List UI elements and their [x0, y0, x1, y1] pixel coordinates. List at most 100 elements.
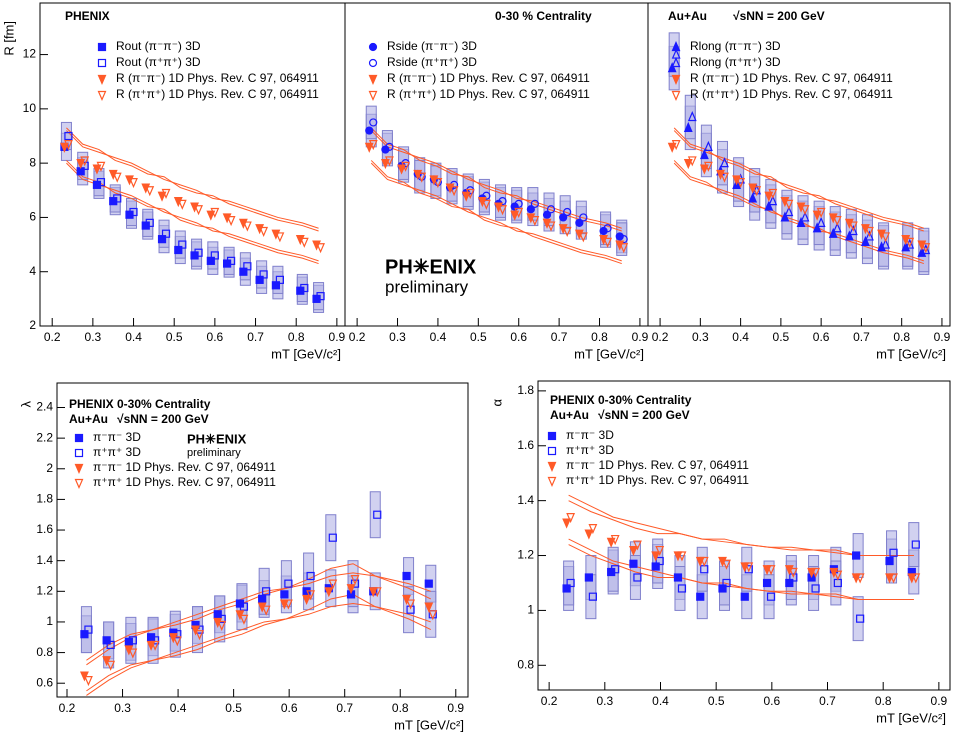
- marker: [316, 243, 325, 254]
- marker: [258, 594, 267, 604]
- marker: [346, 584, 356, 595]
- legend-label: R (π⁺π⁺) 1D Phys. Rev. C 97, 064911: [387, 87, 590, 101]
- panel: 0.2 0.3 0.4 0.5 0.6 0.7 0.8 0.9 2 4 6 8 10 12 mT [GeV/…: [1, 2, 346, 361]
- marker: [306, 590, 316, 601]
- marker: [606, 537, 616, 548]
- marker: [74, 478, 84, 489]
- marker: [865, 226, 874, 237]
- marker: [227, 256, 236, 265]
- marker: [449, 186, 459, 197]
- plot-frame: [537, 380, 951, 691]
- x-axis-label: mT [GeV/c²]: [574, 346, 644, 361]
- sys-band-edge: [673, 127, 924, 232]
- x-tick-label: 0.9: [447, 701, 464, 715]
- marker: [259, 270, 268, 279]
- marker: [881, 232, 890, 243]
- sys-box: [908, 522, 920, 568]
- y-tick-label: 1: [46, 614, 53, 628]
- y-tick-label: 1.4: [36, 553, 53, 567]
- y-axis-label: R [fm]: [1, 21, 16, 56]
- marker: [242, 221, 252, 232]
- marker: [677, 584, 687, 593]
- marker: [97, 90, 107, 101]
- marker: [574, 229, 584, 240]
- marker: [510, 210, 520, 221]
- marker: [526, 205, 535, 214]
- marker: [257, 602, 267, 613]
- y-tick-label: 2: [46, 461, 53, 475]
- marker: [905, 237, 915, 248]
- y-tick-label: 10: [23, 101, 37, 115]
- marker: [461, 191, 471, 202]
- x-tick-label: 0.3: [85, 330, 102, 344]
- marker: [243, 262, 252, 271]
- y-tick-label: 1.4: [517, 493, 534, 507]
- legend-label: R (π⁺π⁺) 1D Phys. Rev. C 97, 064911: [116, 87, 319, 101]
- marker: [195, 630, 204, 641]
- sys-band-edge: [568, 544, 914, 600]
- annotation: PH✳ENIX: [385, 256, 477, 278]
- marker: [84, 676, 93, 687]
- marker: [261, 605, 271, 616]
- marker: [369, 118, 378, 127]
- x-tick-label: 0.4: [170, 701, 187, 715]
- marker: [671, 41, 681, 52]
- marker: [917, 246, 927, 257]
- marker: [255, 224, 265, 235]
- marker: [816, 216, 826, 227]
- marker: [720, 172, 729, 183]
- marker: [368, 90, 378, 101]
- marker: [365, 126, 374, 135]
- marker: [262, 587, 271, 596]
- sys-box: [325, 514, 337, 562]
- marker: [588, 592, 597, 601]
- legend-label: R (π⁻π⁻) 1D Phys. Rev. C 97, 064911: [690, 71, 893, 85]
- marker: [736, 178, 746, 189]
- marker: [921, 244, 931, 255]
- marker: [917, 240, 927, 251]
- marker: [889, 573, 898, 584]
- plot-frame: [56, 382, 469, 698]
- panel: 0.2 0.3 0.4 0.5 0.6 0.7 0.8 0.9 0.6 0.8 1 1.2 1.4 1.6…: [18, 382, 469, 732]
- marker: [768, 195, 778, 206]
- marker: [206, 210, 216, 221]
- sys-box: [696, 546, 708, 592]
- sys-band-edge: [370, 127, 622, 232]
- marker: [150, 636, 160, 645]
- marker: [699, 556, 709, 568]
- marker: [429, 175, 439, 186]
- marker: [465, 188, 475, 199]
- marker: [566, 578, 575, 588]
- y-tick-label: 1.2: [517, 548, 534, 562]
- marker: [784, 199, 794, 210]
- marker: [129, 178, 138, 189]
- marker: [210, 251, 219, 260]
- legend-label: π⁺π⁺ 1D Phys. Rev. C 97, 064911: [93, 475, 276, 489]
- marker: [368, 74, 378, 85]
- marker: [178, 240, 187, 249]
- marker: [829, 567, 839, 578]
- marker: [844, 230, 854, 241]
- marker: [699, 149, 709, 160]
- marker: [350, 574, 360, 586]
- x-tick-label: 0.2: [59, 701, 76, 715]
- legend-label: π⁺π⁺ 3D: [93, 445, 141, 459]
- marker: [629, 559, 638, 568]
- legend-label: π⁻π⁻ 3D: [566, 428, 614, 442]
- marker: [368, 42, 378, 52]
- marker: [633, 540, 642, 551]
- x-tick-label: 0.6: [207, 330, 224, 344]
- marker: [424, 579, 433, 588]
- x-tick-label: 0.7: [247, 330, 264, 344]
- legend-label: π⁺π⁺ 3D: [566, 443, 614, 457]
- marker: [177, 199, 187, 210]
- marker: [575, 218, 584, 227]
- marker: [718, 556, 727, 568]
- x-tick-label: 0.5: [470, 330, 487, 344]
- panel: 0.2 0.3 0.4 0.5 0.6 0.7 0.8 0.9 mT [GeV/c²] Rside…: [344, 2, 649, 361]
- marker: [655, 545, 665, 557]
- marker: [406, 599, 415, 610]
- marker: [696, 592, 705, 601]
- marker: [667, 142, 677, 153]
- marker: [74, 448, 84, 458]
